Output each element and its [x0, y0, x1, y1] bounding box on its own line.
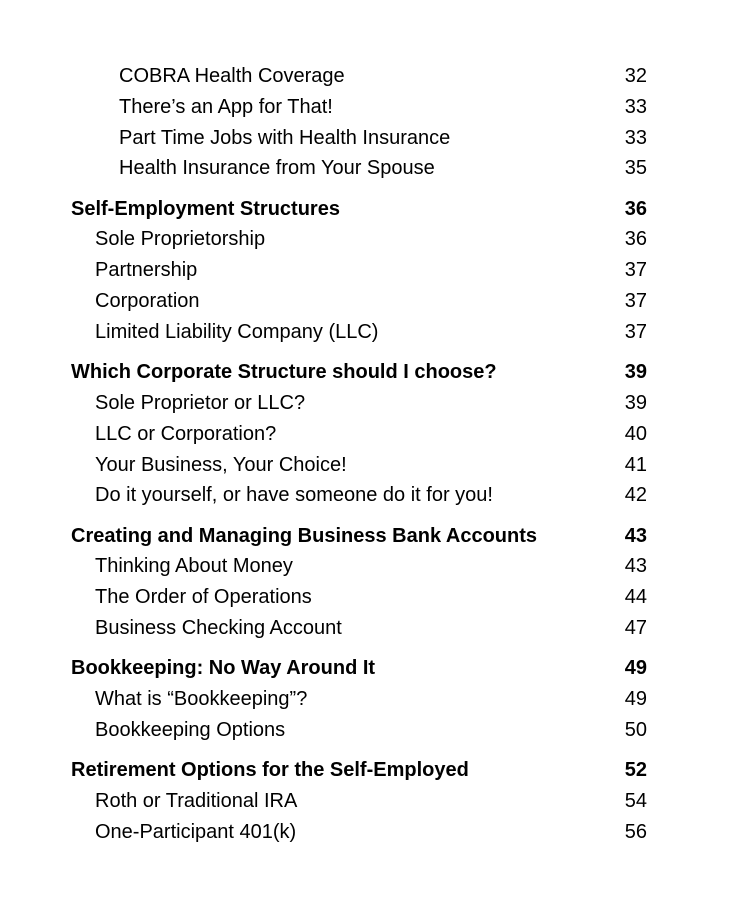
- toc-entry-page-number: 49: [624, 657, 647, 680]
- toc-entry-title: Do it yourself, or have someone do it fo…: [95, 484, 493, 507]
- toc-entry-title: Your Business, Your Choice!: [95, 453, 347, 476]
- toc-entry-page-number: 39: [624, 361, 647, 384]
- toc-section-entry[interactable]: Roth or Traditional IRA 54: [0, 786, 737, 817]
- toc-entry-title: Retirement Options for the Self-Employed: [71, 759, 469, 782]
- toc-chapter-entry[interactable]: Bookkeeping: No Way Around It 49: [0, 653, 737, 684]
- toc-entry-title: Bookkeeping Options: [95, 718, 286, 741]
- toc-entry-title: Part Time Jobs with Health Insurance: [119, 126, 451, 149]
- toc-section-entry[interactable]: Do it yourself, or have someone do it fo…: [0, 480, 737, 511]
- toc-section-entry[interactable]: Your Business, Your Choice! 41: [0, 450, 737, 481]
- toc-section-entry[interactable]: Bookkeeping Options 50: [0, 715, 737, 746]
- toc-entry-title: Thinking About Money: [95, 555, 293, 578]
- toc-entry-page-number: 40: [624, 422, 647, 445]
- toc-entry-page-number: 35: [624, 157, 647, 180]
- toc-entry-title: Which Corporate Structure should I choos…: [71, 361, 497, 384]
- toc-entry-title: Roth or Traditional IRA: [95, 790, 298, 813]
- toc-section-entry[interactable]: COBRA Health Coverage 32: [0, 61, 737, 92]
- toc-chapter-entry[interactable]: Self-Employment Structures 36: [0, 194, 737, 225]
- toc-section-entry[interactable]: What is “Bookkeeping”? 49: [0, 684, 737, 715]
- toc-section-entry[interactable]: Health Insurance from Your Spouse 35: [0, 153, 737, 184]
- toc-entry-page-number: 50: [624, 718, 647, 741]
- toc-entry-title: COBRA Health Coverage: [119, 65, 345, 87]
- toc-entry-page-number: 43: [624, 555, 647, 578]
- toc-entry-title: Self-Employment Structures: [71, 197, 340, 220]
- toc-entry-page-number: 33: [624, 126, 647, 149]
- toc-entry-page-number: 39: [624, 391, 647, 414]
- toc-entry-page-number: 37: [624, 259, 647, 282]
- toc-section-entry[interactable]: Corporation 37: [0, 286, 737, 317]
- toc-entry-page-number: 47: [624, 617, 647, 640]
- toc-section-entry[interactable]: LLC or Corporation? 40: [0, 419, 737, 450]
- toc-entry-page-number: 52: [624, 759, 647, 782]
- toc-entry-title: The Order of Operations: [95, 586, 312, 609]
- toc-section-entry[interactable]: Limited Liability Company (LLC) 37: [0, 317, 737, 348]
- toc-section-entry[interactable]: Partnership 37: [0, 255, 737, 286]
- toc-entry-page-number: 37: [624, 290, 647, 313]
- toc-entry-title: Creating and Managing Business Bank Acco…: [71, 524, 538, 547]
- toc-entry-title: Health Insurance from Your Spouse: [119, 157, 435, 180]
- toc-entry-page-number: 37: [624, 320, 647, 343]
- toc-chapter-entry[interactable]: Which Corporate Structure should I choos…: [0, 357, 737, 388]
- toc-section-entry[interactable]: One-Participant 401(k) 56: [0, 817, 737, 848]
- toc-entry-title: Corporation: [95, 290, 200, 313]
- toc-entry-title: Sole Proprietor or LLC?: [95, 391, 306, 414]
- toc-section-entry[interactable]: Sole Proprietor or LLC? 39: [0, 388, 737, 419]
- toc-section-entry[interactable]: Thinking About Money 43: [0, 551, 737, 582]
- toc-entry-page-number: 36: [624, 197, 647, 220]
- toc-section-entry[interactable]: Part Time Jobs with Health Insurance 33: [0, 123, 737, 154]
- toc-entry-page-number: 43: [624, 524, 647, 547]
- toc-entry-title: Limited Liability Company (LLC): [95, 320, 379, 343]
- toc-entry-page-number: 36: [624, 228, 647, 251]
- toc-entry-title: Partnership: [95, 259, 198, 282]
- toc-entry-page-number: 56: [624, 820, 647, 843]
- toc-entry-page-number: 49: [624, 688, 647, 711]
- toc-entry-title: Business Checking Account: [95, 617, 342, 640]
- toc-entry-title: There’s an App for That!: [119, 95, 333, 118]
- toc-chapter-entry[interactable]: Creating and Managing Business Bank Acco…: [0, 521, 737, 552]
- toc-section-entry[interactable]: Business Checking Account 47: [0, 613, 737, 644]
- toc-entry-title: Sole Proprietorship: [95, 228, 266, 251]
- toc-section-entry[interactable]: Sole Proprietorship 36: [0, 224, 737, 255]
- toc-entry-title: One-Participant 401(k): [95, 820, 297, 843]
- toc-section-entry[interactable]: There’s an App for That! 33: [0, 92, 737, 123]
- toc-entry-page-number: 33: [624, 95, 647, 118]
- toc-entry-title: Bookkeeping: No Way Around It: [71, 657, 376, 680]
- table-of-contents: COBRA Health Coverage 32 There’s an App fo…: [0, 61, 737, 848]
- toc-entry-page-number: 41: [624, 453, 647, 476]
- toc-section-entry[interactable]: The Order of Operations 44: [0, 582, 737, 613]
- toc-entry-page-number: 54: [624, 790, 647, 813]
- toc-entry-page-number: 32: [624, 65, 647, 87]
- toc-entry-title: LLC or Corporation?: [95, 422, 277, 445]
- toc-entry-page-number: 44: [624, 586, 647, 609]
- toc-chapter-entry[interactable]: Retirement Options for the Self-Employed…: [0, 755, 737, 786]
- toc-entry-page-number: 42: [624, 484, 647, 507]
- toc-entry-title: What is “Bookkeeping”?: [95, 688, 308, 711]
